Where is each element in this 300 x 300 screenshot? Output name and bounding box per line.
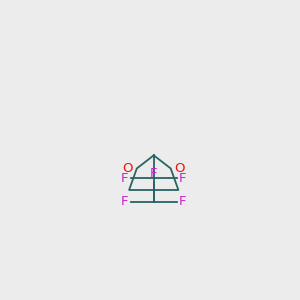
Text: O: O <box>175 162 185 175</box>
Text: O: O <box>122 162 133 175</box>
Text: F: F <box>150 167 158 180</box>
Text: F: F <box>179 195 187 208</box>
Text: F: F <box>121 195 128 208</box>
Text: F: F <box>121 172 128 185</box>
Text: F: F <box>179 172 187 185</box>
